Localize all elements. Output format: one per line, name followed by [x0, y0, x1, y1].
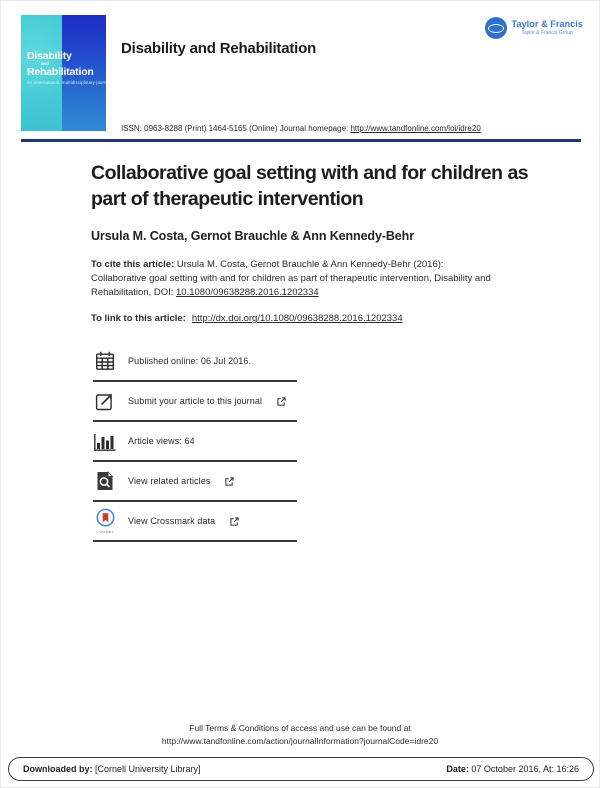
cover-title-line2: Rehabilitation	[27, 65, 94, 78]
download-date: Date: 07 October 2016, At: 16:26	[446, 764, 579, 774]
view-crossmark-row[interactable]: CrossMark View Crossmark data	[93, 502, 297, 542]
crossmark-icon: CrossMark	[93, 508, 117, 534]
cover-left-panel	[21, 15, 62, 131]
cover-title-line1: Disability	[27, 50, 72, 62]
header-divider	[21, 139, 581, 142]
view-related-row[interactable]: View related articles	[93, 462, 297, 502]
article-title-line2: part of therapeutic intervention	[91, 188, 364, 210]
citation-block: To cite this article: Ursula M. Costa, G…	[91, 258, 499, 300]
article-views-label: Article views: 64	[128, 436, 195, 446]
download-date-label: Date:	[446, 764, 469, 774]
article-views-row: Article views: 64	[93, 422, 297, 462]
issn-text: ISSN: 0963-8288 (Print) 1464-5165 (Onlin…	[121, 124, 351, 133]
journal-homepage-link[interactable]: http://www.tandfonline.com/loi/idre20	[350, 124, 481, 133]
article-title-line1: Collaborative goal setting with and for …	[91, 162, 529, 184]
article-doi-link[interactable]: http://dx.doi.org/10.1080/09638288.2016.…	[191, 313, 403, 324]
publisher-wordmark: Taylor & Francis Taylor & Francis Group	[512, 17, 583, 36]
citation-doi-link[interactable]: 10.1080/09638288.2016.1202334	[176, 287, 319, 298]
downloaded-by-value: [Cornell University Library]	[95, 764, 201, 774]
publisher-logo: Taylor & Francis Taylor & Francis Group	[484, 17, 583, 39]
cover-tagline: An international, multidisciplinary jour…	[27, 79, 106, 85]
view-related-label: View related articles	[128, 476, 211, 486]
author-list: Ursula M. Costa, Gernot Brauchle & Ann K…	[91, 229, 414, 243]
cite-text: Ursula M. Costa, Gernot Brauchle & Ann K…	[91, 259, 491, 298]
crossmark-caption: CrossMark	[96, 530, 114, 534]
view-crossmark-label: View Crossmark data	[128, 516, 216, 526]
submit-article-icon	[93, 391, 117, 411]
taylor-francis-globe-icon	[484, 17, 507, 39]
issn-line: ISSN: 0963-8288 (Print) 1464-5165 (Onlin…	[121, 124, 481, 133]
cover-right-panel	[61, 15, 106, 131]
cite-label: To cite this article:	[91, 259, 175, 270]
publisher-group: Taylor & Francis Group	[521, 30, 573, 36]
download-info-bar: Downloaded by: [Cornell University Libra…	[8, 757, 594, 781]
article-link-block: To link to this article: http://dx.doi.or…	[91, 313, 403, 324]
external-link-icon	[225, 476, 235, 486]
published-online-label: Published online: 06 Jul 2016.	[128, 356, 252, 366]
submit-article-label: Submit your article to this journal	[128, 396, 263, 406]
journal-cover-thumbnail: Disability and Rehabilitation An interna…	[21, 15, 106, 131]
cover-title: Disability and Rehabilitation An interna…	[27, 50, 106, 85]
submit-article-row[interactable]: Submit your article to this journal	[93, 382, 297, 422]
cover-title-and: and	[41, 61, 50, 67]
terms-line2: http://www.tandfonline.com/action/journa…	[161, 736, 439, 746]
article-title: Collaborative goal setting with and for …	[91, 160, 529, 212]
external-link-icon	[230, 516, 239, 526]
article-actions-list: Published online: 06 Jul 2016. Submit yo…	[93, 342, 297, 542]
publisher-name: Taylor & Francis	[511, 19, 583, 29]
external-link-icon	[277, 396, 286, 406]
terms-and-conditions: Full Terms & Conditions of access and us…	[1, 722, 599, 748]
terms-line1: Full Terms & Conditions of access and us…	[189, 723, 411, 733]
bar-chart-icon	[93, 432, 117, 451]
link-label: To link to this article:	[91, 313, 186, 324]
download-date-value: 07 October 2016, At: 16:26	[471, 764, 579, 774]
downloaded-by: Downloaded by: [Cornell University Libra…	[23, 764, 201, 774]
related-articles-icon	[93, 471, 117, 491]
downloaded-by-label: Downloaded by:	[23, 764, 93, 774]
journal-title: Disability and Rehabilitation	[121, 40, 317, 57]
published-online-row: Published online: 06 Jul 2016.	[93, 342, 297, 382]
calendar-icon	[93, 351, 117, 371]
